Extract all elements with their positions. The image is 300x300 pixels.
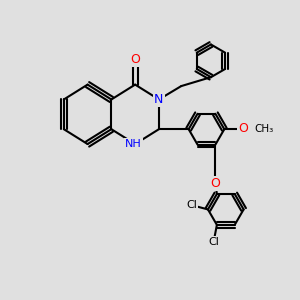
Text: O: O <box>238 122 248 135</box>
Text: Cl: Cl <box>186 200 197 210</box>
Text: N: N <box>154 93 164 106</box>
Text: NH: NH <box>125 139 142 149</box>
Text: CH₃: CH₃ <box>254 124 274 134</box>
Text: O: O <box>130 53 140 66</box>
Text: Cl: Cl <box>208 237 219 247</box>
Text: O: O <box>211 177 220 190</box>
